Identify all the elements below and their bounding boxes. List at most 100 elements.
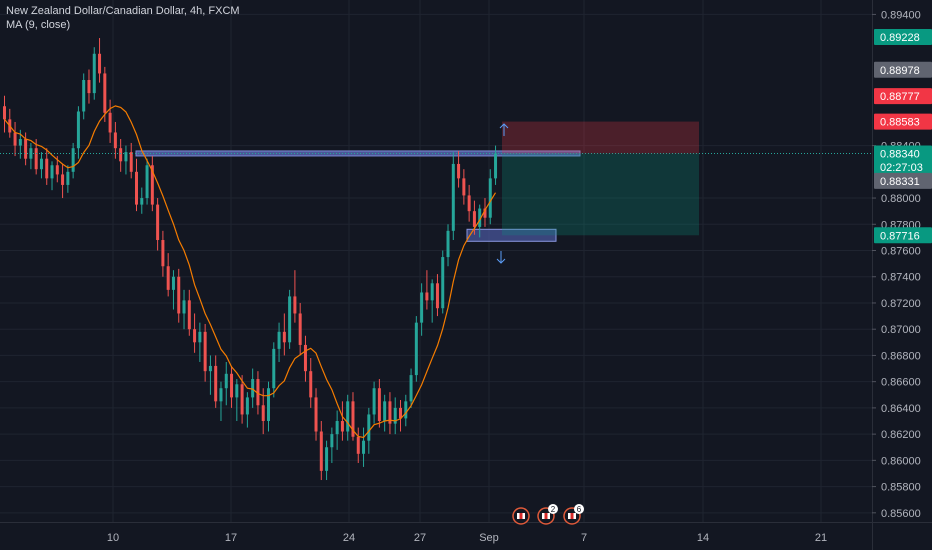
position-tool-layer[interactable] bbox=[0, 121, 872, 264]
y-tick-label: 0.86400 bbox=[881, 403, 921, 415]
price-label-box bbox=[874, 113, 932, 130]
candle-body bbox=[92, 53, 96, 94]
time-axis[interactable]: 10 17 24 27 Sep 7 14 21 bbox=[0, 522, 932, 545]
candle-body bbox=[235, 384, 239, 398]
badge-count-bg bbox=[574, 504, 584, 514]
candle-body bbox=[87, 80, 91, 94]
candle-body bbox=[103, 73, 107, 113]
y-tick-label: 0.88000 bbox=[881, 193, 921, 205]
price-label: 02:27:03 bbox=[880, 162, 923, 174]
candle-body bbox=[425, 292, 429, 301]
badge-count: 6 bbox=[577, 505, 582, 514]
price-label: 0.88978 bbox=[880, 65, 920, 77]
candle-body bbox=[467, 195, 471, 212]
candle-body bbox=[277, 331, 281, 349]
candle-body bbox=[208, 365, 212, 372]
candle-body bbox=[420, 292, 424, 323]
candle-body bbox=[267, 388, 270, 422]
stop-loss-zone[interactable] bbox=[502, 121, 699, 154]
candle-body bbox=[293, 296, 297, 314]
candle-body bbox=[76, 111, 80, 149]
x-tick-label: 27 bbox=[414, 532, 426, 544]
price-label: 0.88583 bbox=[880, 117, 920, 129]
price-label: 0.89228 bbox=[880, 32, 920, 44]
x-tick-label: 7 bbox=[581, 532, 587, 544]
candle-body bbox=[288, 296, 292, 343]
candle-body bbox=[462, 178, 466, 196]
candle-body bbox=[414, 322, 418, 376]
x-tick-label: 14 bbox=[697, 532, 709, 544]
candle-body bbox=[377, 388, 381, 422]
support-zone[interactable] bbox=[466, 228, 557, 242]
candle-body bbox=[282, 331, 286, 343]
y-tick-label: 0.86200 bbox=[881, 429, 921, 441]
resistance-zone[interactable] bbox=[135, 150, 581, 157]
y-tick-label: 0.87000 bbox=[881, 324, 921, 336]
candle-body bbox=[404, 401, 408, 419]
candle-body bbox=[230, 373, 234, 398]
candle-body bbox=[193, 329, 197, 343]
candle-body bbox=[393, 407, 397, 424]
y-tick-label: 0.87400 bbox=[881, 272, 921, 284]
take-profit-zone[interactable] bbox=[502, 153, 699, 236]
candle-body bbox=[472, 211, 476, 227]
candle-body bbox=[219, 388, 223, 402]
price-label: 0.88340 bbox=[880, 148, 920, 160]
badge-count: 2 bbox=[551, 505, 556, 514]
grid-lines bbox=[0, 0, 872, 522]
price-label-box bbox=[874, 88, 932, 105]
candle-body bbox=[119, 148, 123, 162]
y-tick-label: 0.85600 bbox=[881, 508, 921, 520]
candle-body bbox=[34, 148, 38, 170]
price-label-box bbox=[874, 159, 932, 176]
candle-body bbox=[82, 80, 86, 112]
price-axis[interactable]: 0.894000.884000.880000.878000.876000.874… bbox=[872, 0, 932, 550]
candle-body bbox=[478, 208, 482, 227]
x-tick-label: 17 bbox=[225, 532, 237, 544]
arrow-down-icon bbox=[496, 251, 506, 264]
candle-body bbox=[71, 148, 75, 172]
price-label-box bbox=[874, 61, 932, 78]
price-label: 0.88331 bbox=[880, 176, 920, 188]
y-tick-label: 0.89400 bbox=[881, 9, 921, 21]
indicator-label[interactable]: MA (9, close) bbox=[6, 19, 71, 31]
x-tick-label: 24 bbox=[343, 532, 355, 544]
price-label-box bbox=[874, 28, 932, 45]
y-tick-label: 0.87600 bbox=[881, 246, 921, 258]
candle-body bbox=[156, 204, 160, 241]
candle-body bbox=[346, 401, 350, 432]
badge-count-bg bbox=[548, 504, 558, 514]
candle-body bbox=[488, 178, 492, 218]
candle-body bbox=[309, 371, 313, 398]
candle-body bbox=[245, 397, 249, 415]
drawing-layer[interactable] bbox=[135, 150, 581, 242]
candle-body bbox=[145, 165, 149, 199]
candle-body bbox=[483, 208, 487, 218]
candle-body bbox=[256, 379, 260, 406]
flag-center bbox=[544, 513, 548, 519]
x-tick-label: Sep bbox=[479, 532, 499, 544]
y-tick-label: 0.86600 bbox=[881, 377, 921, 389]
candle-body bbox=[388, 401, 392, 424]
flag-center bbox=[570, 513, 574, 519]
candle-body bbox=[129, 152, 133, 172]
candle-body bbox=[171, 276, 175, 290]
candle-body bbox=[45, 158, 49, 179]
candle-body bbox=[303, 344, 307, 372]
candle-body bbox=[261, 405, 265, 422]
candle-body bbox=[251, 379, 255, 398]
candle-body bbox=[325, 447, 329, 471]
candle-body bbox=[298, 313, 302, 345]
candle-body bbox=[399, 407, 402, 419]
candle-body bbox=[135, 171, 138, 205]
arrow-up-icon bbox=[499, 123, 509, 136]
candle-body bbox=[319, 431, 323, 471]
y-tick-label: 0.87200 bbox=[881, 298, 921, 310]
candle-body bbox=[24, 139, 28, 159]
symbol-title[interactable]: New Zealand Dollar/Canadian Dollar, 4h, … bbox=[6, 5, 240, 17]
candle-body bbox=[3, 106, 6, 120]
candle-body bbox=[214, 365, 218, 402]
